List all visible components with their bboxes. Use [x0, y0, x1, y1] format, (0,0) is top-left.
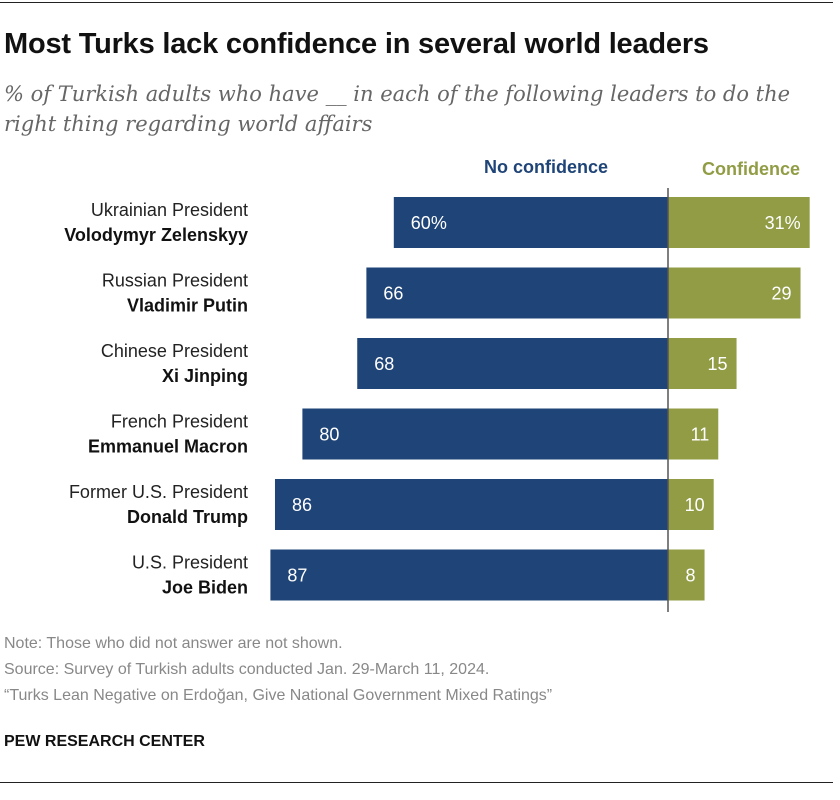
- row-label-role: French President: [111, 412, 248, 432]
- legend-confidence: Confidence: [702, 159, 800, 179]
- bottom-rule: [0, 782, 833, 783]
- row-label-role: Chinese President: [101, 341, 248, 361]
- row-label-role: Russian President: [102, 271, 248, 291]
- data-label-no-confidence: 86: [292, 495, 312, 515]
- pew-logo-text: PEW RESEARCH CENTER: [4, 733, 205, 750]
- bar-no-confidence: [302, 408, 668, 460]
- row-label-name: Xi Jinping: [162, 366, 248, 386]
- data-label-confidence: 11: [691, 425, 710, 445]
- diverging-bar-chart: No confidence Confidence Ukrainian Preside…: [64, 157, 810, 612]
- source-text: Source: Survey of Turkish adults conduct…: [4, 661, 490, 678]
- chart-subtitle: % of Turkish adults who have __ in each …: [4, 82, 791, 136]
- bar-no-confidence: [270, 549, 668, 601]
- data-label-confidence: 15: [708, 354, 728, 374]
- bar-confidence: [668, 338, 737, 389]
- bar-confidence: [668, 549, 705, 601]
- bar-confidence: [668, 197, 810, 248]
- data-label-confidence: 8: [686, 566, 696, 586]
- data-label-no-confidence: 60%: [411, 213, 447, 233]
- report-title-text: “Turks Lean Negative on Erdoğan, Give Na…: [4, 687, 553, 704]
- top-rule: [0, 2, 833, 3]
- note-text: Note: Those who did not answer are not s…: [4, 635, 343, 652]
- row-label-role: U.S. President: [132, 553, 248, 573]
- bar-confidence: [668, 267, 801, 319]
- data-label-no-confidence: 68: [374, 354, 394, 374]
- row-label-role: Former U.S. President: [69, 482, 248, 502]
- bar-confidence: [668, 479, 714, 530]
- row-label-name: Donald Trump: [127, 507, 248, 527]
- row-label-role: Ukrainian President: [91, 200, 248, 220]
- row-label-name: Emmanuel Macron: [88, 437, 248, 457]
- row-label-name: Volodymyr Zelenskyy: [64, 225, 248, 245]
- bar-no-confidence: [274, 479, 668, 530]
- data-label-no-confidence: 80: [319, 425, 339, 445]
- row-label-name: Vladimir Putin: [127, 296, 248, 316]
- row-label-name: Joe Biden: [162, 578, 248, 598]
- chart-title: Most Turks lack confidence in several wo…: [4, 28, 709, 60]
- legend-no-confidence: No confidence: [484, 157, 608, 177]
- bar-confidence: [668, 408, 719, 460]
- data-label-confidence: 31%: [765, 213, 801, 233]
- data-label-no-confidence: 87: [287, 566, 307, 586]
- bar-no-confidence: [366, 267, 668, 319]
- bar-no-confidence: [393, 197, 668, 248]
- data-label-confidence: 29: [771, 284, 791, 304]
- data-label-no-confidence: 66: [383, 284, 403, 304]
- bar-no-confidence: [357, 338, 668, 389]
- data-label-confidence: 10: [685, 495, 705, 515]
